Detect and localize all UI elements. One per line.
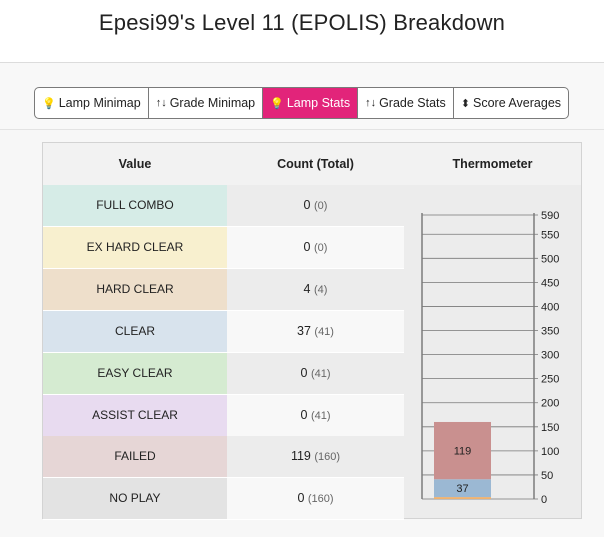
segment-label: 119: [454, 446, 472, 458]
tick-label: 550: [541, 229, 559, 241]
table-row: EASY CLEAR 0 (41): [43, 352, 404, 395]
lamp-count-cell: 0 (41): [227, 352, 404, 394]
lamp-name: FAILED: [43, 436, 227, 478]
tab-label: Grade Minimap: [169, 96, 256, 110]
lamp-name: NO PLAY: [43, 478, 227, 520]
lamp-count: 0: [303, 239, 311, 254]
tab-lamp-stats[interactable]: 💡 Lamp Stats: [263, 88, 359, 118]
tab-grade-minimap[interactable]: ↑↓ Grade Minimap: [149, 88, 264, 118]
lamp-name: FULL COMBO: [43, 185, 227, 226]
table-row: NO PLAY 0 (160): [43, 478, 404, 521]
lamp-total: (160): [307, 493, 334, 506]
lamp-name: HARD CLEAR: [43, 268, 227, 310]
sort-arrows-icon: ↑↓: [155, 97, 167, 109]
lamp-count: 4: [303, 281, 311, 296]
table-row: EX HARD CLEAR 0 (0): [43, 226, 404, 269]
lamp-count: 119: [290, 449, 311, 464]
tab-lamp-minimap[interactable]: 💡 Lamp Minimap: [35, 88, 149, 118]
tick-label: 500: [541, 253, 559, 265]
lamp-count: 0: [297, 491, 305, 506]
sort-arrows-icon: ↑↓: [365, 97, 377, 109]
header-count: Count (Total): [277, 157, 354, 171]
tick-label: 450: [541, 277, 559, 289]
tab-label: Lamp Stats: [286, 96, 351, 110]
thermometer-svg: 0 50 100 150 200 250 300 350 400 450 500 550 590 37 11…: [421, 210, 559, 506]
thermometer-segment-clear: [434, 479, 491, 498]
lamp-count-cell: 0 (41): [227, 394, 404, 436]
lamp-name: EASY CLEAR: [43, 352, 227, 394]
lamp-count-cell: 4 (4): [227, 268, 404, 310]
tick-label: 50: [541, 470, 553, 482]
lamp-count-cell: 119 (160): [227, 436, 404, 478]
lamp-total: (0): [313, 241, 328, 254]
lamp-total: (41): [310, 367, 331, 380]
header-value: Value: [118, 157, 152, 171]
thermometer-chart: 0 50 100 150 200 250 300 350 400 450 500 550 590 37 11…: [404, 185, 581, 518]
lamp-count-cell: 0 (0): [227, 185, 404, 226]
tick-label: 150: [541, 422, 559, 434]
tick-label: 200: [541, 398, 559, 410]
table-row: FULL COMBO 0 (0): [43, 185, 404, 227]
lamp-stats-panel: Value Count (Total) Thermometer FULL COM…: [42, 142, 582, 521]
lamp-count-cell: 37 (41): [227, 310, 404, 352]
tick-label: 250: [541, 374, 559, 386]
tab-score-averages[interactable]: ⬍ Score Averages: [454, 88, 568, 118]
lamp-name: ASSIST CLEAR: [43, 394, 227, 436]
lamp-total: (41): [314, 325, 334, 338]
tick-label: 350: [541, 326, 559, 338]
lamp-total: (0): [313, 200, 328, 212]
lightbulb-icon: 💡: [42, 97, 56, 110]
lamp-count: 0: [300, 407, 308, 422]
thermometer-segment-failed: [434, 421, 491, 480]
tick-label: 590: [541, 210, 559, 222]
thermometer-segment-hard-clear: [434, 497, 491, 499]
table-row: CLEAR 37 (41): [43, 310, 404, 353]
tab-label: Lamp Minimap: [58, 96, 141, 110]
lamp-name: EX HARD CLEAR: [43, 226, 227, 268]
lamp-total: (41): [310, 409, 331, 422]
tick-label: 300: [541, 350, 559, 362]
lamp-count-cell: 0 (0): [227, 226, 404, 268]
tick-label: 100: [541, 446, 559, 458]
table-header: Value Count (Total) Thermometer: [43, 143, 581, 186]
lamp-total: (4): [313, 283, 328, 296]
tab-label: Grade Stats: [379, 96, 446, 110]
sort-icon: ⬍: [460, 97, 470, 110]
page-title: Epesi99's Level 11 (EPOLIS) Breakdown: [98, 10, 506, 35]
view-tabs: 💡 Lamp Minimap ↑↓ Grade Minimap 💡 Lamp Stats ↑…: [34, 87, 570, 119]
lamp-count: 0: [300, 365, 308, 380]
tick-label: 400: [541, 301, 559, 313]
header-thermometer: Thermometer: [452, 157, 533, 171]
table-row: FAILED 119 (160): [43, 436, 404, 479]
segment-label: 37: [456, 483, 468, 495]
table-row: ASSIST CLEAR 0 (41): [43, 394, 404, 437]
lamp-total: (160): [314, 451, 341, 464]
tab-grade-stats[interactable]: ↑↓ Grade Stats: [358, 88, 454, 118]
page-header: Epesi99's Level 11 (EPOLIS) Breakdown: [0, 0, 604, 63]
tick-label: 0: [541, 494, 547, 506]
lamp-count: 0: [303, 198, 311, 212]
tab-label: Score Averages: [473, 96, 562, 110]
lamp-count: 37: [297, 323, 311, 338]
lamp-count-cell: 0 (160): [227, 478, 404, 520]
lightbulb-icon: 💡: [270, 97, 284, 110]
table-row: HARD CLEAR 4 (4): [43, 268, 404, 311]
lamp-name: CLEAR: [43, 310, 227, 352]
